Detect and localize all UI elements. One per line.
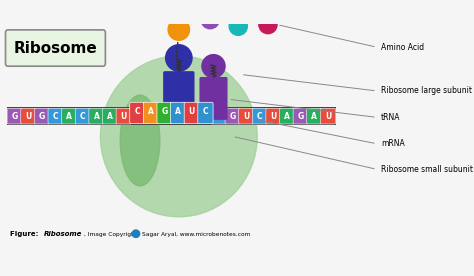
Text: , Image Copyright: , Image Copyright bbox=[84, 232, 137, 237]
Text: U: U bbox=[25, 112, 32, 121]
Ellipse shape bbox=[100, 56, 257, 217]
FancyBboxPatch shape bbox=[307, 108, 322, 124]
FancyBboxPatch shape bbox=[7, 108, 22, 124]
Text: Ribosome large subunit: Ribosome large subunit bbox=[381, 86, 472, 95]
Circle shape bbox=[229, 17, 247, 35]
Text: A: A bbox=[284, 112, 290, 121]
Circle shape bbox=[165, 45, 192, 71]
Text: G: G bbox=[229, 112, 236, 121]
Text: A: A bbox=[148, 107, 154, 116]
Circle shape bbox=[132, 230, 140, 237]
FancyBboxPatch shape bbox=[116, 108, 131, 124]
FancyBboxPatch shape bbox=[48, 108, 64, 124]
Text: C: C bbox=[80, 112, 86, 121]
FancyBboxPatch shape bbox=[252, 108, 267, 124]
Circle shape bbox=[201, 10, 219, 29]
Text: U: U bbox=[120, 112, 127, 121]
FancyBboxPatch shape bbox=[211, 108, 227, 124]
Text: A: A bbox=[175, 107, 181, 116]
Text: A: A bbox=[66, 112, 72, 121]
FancyBboxPatch shape bbox=[171, 102, 186, 124]
FancyBboxPatch shape bbox=[266, 108, 281, 124]
FancyBboxPatch shape bbox=[35, 108, 50, 124]
FancyBboxPatch shape bbox=[293, 108, 309, 124]
FancyBboxPatch shape bbox=[75, 108, 91, 124]
Text: Figure:: Figure: bbox=[9, 231, 40, 237]
Text: U: U bbox=[189, 107, 195, 116]
Circle shape bbox=[168, 19, 190, 40]
Text: tRNA: tRNA bbox=[381, 113, 401, 122]
FancyBboxPatch shape bbox=[157, 102, 172, 124]
Text: A: A bbox=[93, 112, 100, 121]
Circle shape bbox=[202, 55, 225, 78]
Text: Ribosome: Ribosome bbox=[13, 41, 97, 55]
Circle shape bbox=[259, 15, 277, 34]
Text: G: G bbox=[298, 112, 304, 121]
FancyBboxPatch shape bbox=[184, 102, 200, 124]
Text: C: C bbox=[202, 107, 208, 116]
Text: mRNA: mRNA bbox=[381, 139, 405, 148]
Text: C: C bbox=[135, 107, 140, 116]
Text: U: U bbox=[270, 112, 277, 121]
FancyBboxPatch shape bbox=[280, 108, 295, 124]
Text: C: C bbox=[216, 112, 222, 121]
Text: G: G bbox=[162, 107, 168, 116]
Text: C: C bbox=[53, 112, 58, 121]
FancyBboxPatch shape bbox=[102, 108, 118, 124]
FancyBboxPatch shape bbox=[225, 108, 240, 124]
FancyBboxPatch shape bbox=[62, 108, 77, 124]
Text: Ribosome: Ribosome bbox=[44, 231, 82, 237]
FancyBboxPatch shape bbox=[239, 108, 254, 124]
Text: A: A bbox=[311, 112, 317, 121]
Text: U: U bbox=[243, 112, 249, 121]
Text: G: G bbox=[39, 112, 45, 121]
Text: G: G bbox=[12, 112, 18, 121]
FancyBboxPatch shape bbox=[143, 102, 159, 124]
FancyBboxPatch shape bbox=[320, 108, 336, 124]
FancyBboxPatch shape bbox=[198, 102, 213, 124]
Text: Amino Acid: Amino Acid bbox=[381, 43, 424, 52]
Text: C: C bbox=[257, 112, 263, 121]
FancyBboxPatch shape bbox=[200, 77, 228, 120]
FancyBboxPatch shape bbox=[7, 107, 336, 125]
FancyBboxPatch shape bbox=[163, 71, 194, 120]
Text: Sagar Aryal, www.microbenotes.com: Sagar Aryal, www.microbenotes.com bbox=[142, 232, 250, 237]
Text: U: U bbox=[325, 112, 331, 121]
Text: A: A bbox=[107, 112, 113, 121]
Ellipse shape bbox=[120, 95, 160, 186]
Text: Ribosome small subunit: Ribosome small subunit bbox=[381, 165, 473, 174]
FancyBboxPatch shape bbox=[21, 108, 36, 124]
FancyBboxPatch shape bbox=[89, 108, 104, 124]
FancyBboxPatch shape bbox=[6, 30, 105, 66]
FancyBboxPatch shape bbox=[130, 102, 145, 124]
